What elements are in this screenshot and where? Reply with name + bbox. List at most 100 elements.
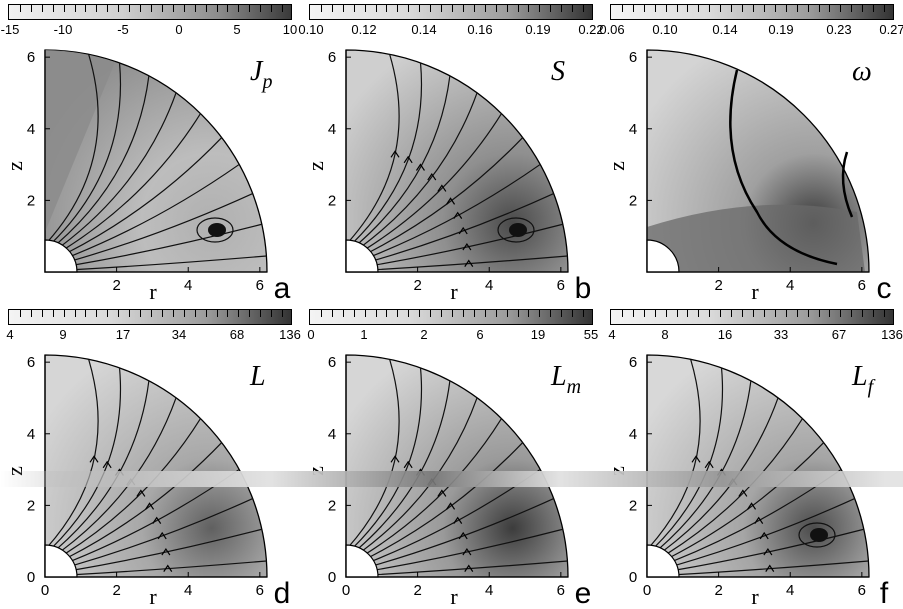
colorbar-tick: 0.14: [712, 22, 738, 37]
x-tick-label: 2: [413, 582, 421, 599]
x-tick-label: 4: [184, 277, 192, 294]
x-axis-label: r: [149, 584, 157, 609]
y-axis-label: z: [604, 466, 629, 476]
colorbar-tick: 0: [307, 327, 315, 342]
arrow-marker: [704, 460, 714, 469]
panel-f: 4816336713664200246zrLff: [602, 305, 903, 609]
colorbar-tick: 2: [420, 327, 428, 342]
domain-fill: [345, 49, 569, 273]
x-tick-label: 4: [184, 582, 192, 599]
field-line: [352, 367, 423, 549]
arrow-marker: [157, 531, 167, 540]
y-tick-label: 0: [328, 569, 336, 586]
arrow-marker: [89, 455, 99, 463]
arrow-marker: [403, 460, 413, 469]
field-line: [653, 367, 724, 549]
x-axis-label: r: [450, 279, 458, 304]
panel-letter: d: [274, 577, 291, 609]
field-line: [676, 528, 864, 571]
colorbar: [8, 4, 292, 20]
vortex-core: [509, 223, 527, 237]
arrow-marker: [446, 502, 456, 510]
field-line: [371, 163, 541, 257]
colorbar-tick: 10: [282, 22, 298, 37]
central-body: [44, 239, 78, 273]
x-tick-label: 6: [858, 277, 866, 294]
colorbar-tick: 0.10: [652, 22, 678, 37]
x-tick-label: 2: [413, 277, 421, 294]
arrow-marker: [462, 242, 472, 251]
colorbar-tick: 9: [59, 327, 67, 342]
x-tick-label: 2: [714, 277, 722, 294]
field-line: [64, 113, 201, 250]
y-tick-label: 4: [27, 121, 35, 138]
colorbar-tick: 0.06: [599, 22, 625, 37]
axis-frame: [44, 50, 267, 273]
colorbar-tick: 1: [360, 327, 368, 342]
colorbar-tick: 0.16: [467, 22, 493, 37]
arrow-marker: [765, 564, 775, 572]
contour-plot: 6 4 2 2 4 6 z r ω c: [604, 49, 892, 305]
colorbar-tick-labels: 4 9 17 34 68 136: [2, 327, 300, 343]
central-body: [646, 544, 680, 578]
x-tick-label: 6: [557, 582, 565, 599]
colorbar-tick: 34: [171, 327, 187, 342]
x-tick-label: 0: [41, 582, 49, 599]
field-line: [648, 359, 701, 548]
panel-letter: b: [575, 272, 592, 305]
field-line: [51, 367, 122, 549]
panel-c: 0.06 0.10 0.14 0.19 0.23 0.27 6 4 2 2 4 6 z r ω c: [599, 0, 903, 305]
vortex-core: [810, 528, 828, 542]
colorbar-tick: 0.22: [578, 22, 604, 37]
colorbar-tick: 16: [717, 327, 733, 342]
x-axis-label: r: [751, 584, 759, 609]
arrow-marker: [691, 455, 701, 463]
central-body: [44, 544, 78, 578]
field-line: [375, 560, 568, 576]
field-line: [74, 255, 267, 271]
central-body: [345, 239, 379, 273]
x-tick-label: 0: [342, 582, 350, 599]
field-line: [373, 497, 554, 567]
field-line: [674, 497, 855, 567]
colorbar-tick: 17: [115, 327, 131, 342]
field-line: [357, 75, 451, 245]
arrow-marker: [763, 547, 773, 556]
arrow-marker: [145, 502, 155, 510]
variable-label: Jp: [250, 56, 272, 93]
vortex-contour: [798, 522, 836, 548]
y-axis-label: z: [604, 161, 629, 171]
x-axis-label: r: [751, 279, 759, 304]
scan-artifact-strip: [0, 471, 903, 487]
colorbar-tick: 0.19: [768, 22, 794, 37]
colorbar-tick: 5: [233, 22, 241, 37]
panel-letter: e: [575, 577, 592, 609]
x-tick-label: 2: [112, 277, 120, 294]
field-line: [70, 163, 240, 257]
colorbar: [309, 4, 593, 20]
field-line: [375, 255, 568, 271]
field-line: [676, 560, 869, 576]
x-tick-label: 4: [485, 582, 493, 599]
y-tick-label: 6: [328, 49, 336, 66]
contour-line: [729, 69, 838, 266]
shaded-region: [647, 204, 865, 272]
variable-label: ω: [852, 56, 872, 87]
arrow-marker: [464, 259, 474, 267]
arrow-marker: [390, 150, 400, 158]
colorbar-tick-labels: 0 1 2 6 19 55: [303, 327, 599, 343]
field-line: [74, 560, 267, 576]
colorbar-tick: 0.23: [826, 22, 852, 37]
x-tick-label: 2: [714, 582, 722, 599]
colorbar-tick: 136: [881, 327, 903, 342]
y-tick-label: 2: [27, 497, 35, 514]
arrow-marker: [738, 489, 748, 497]
colorbar-tick: 33: [773, 327, 789, 342]
colorbar-tick: 55: [583, 327, 599, 342]
y-tick-label: 6: [328, 354, 336, 371]
axis-frame: [646, 50, 869, 273]
y-tick-label: 6: [629, 354, 637, 371]
colorbar: [610, 309, 894, 325]
domain-fill: [345, 354, 569, 578]
